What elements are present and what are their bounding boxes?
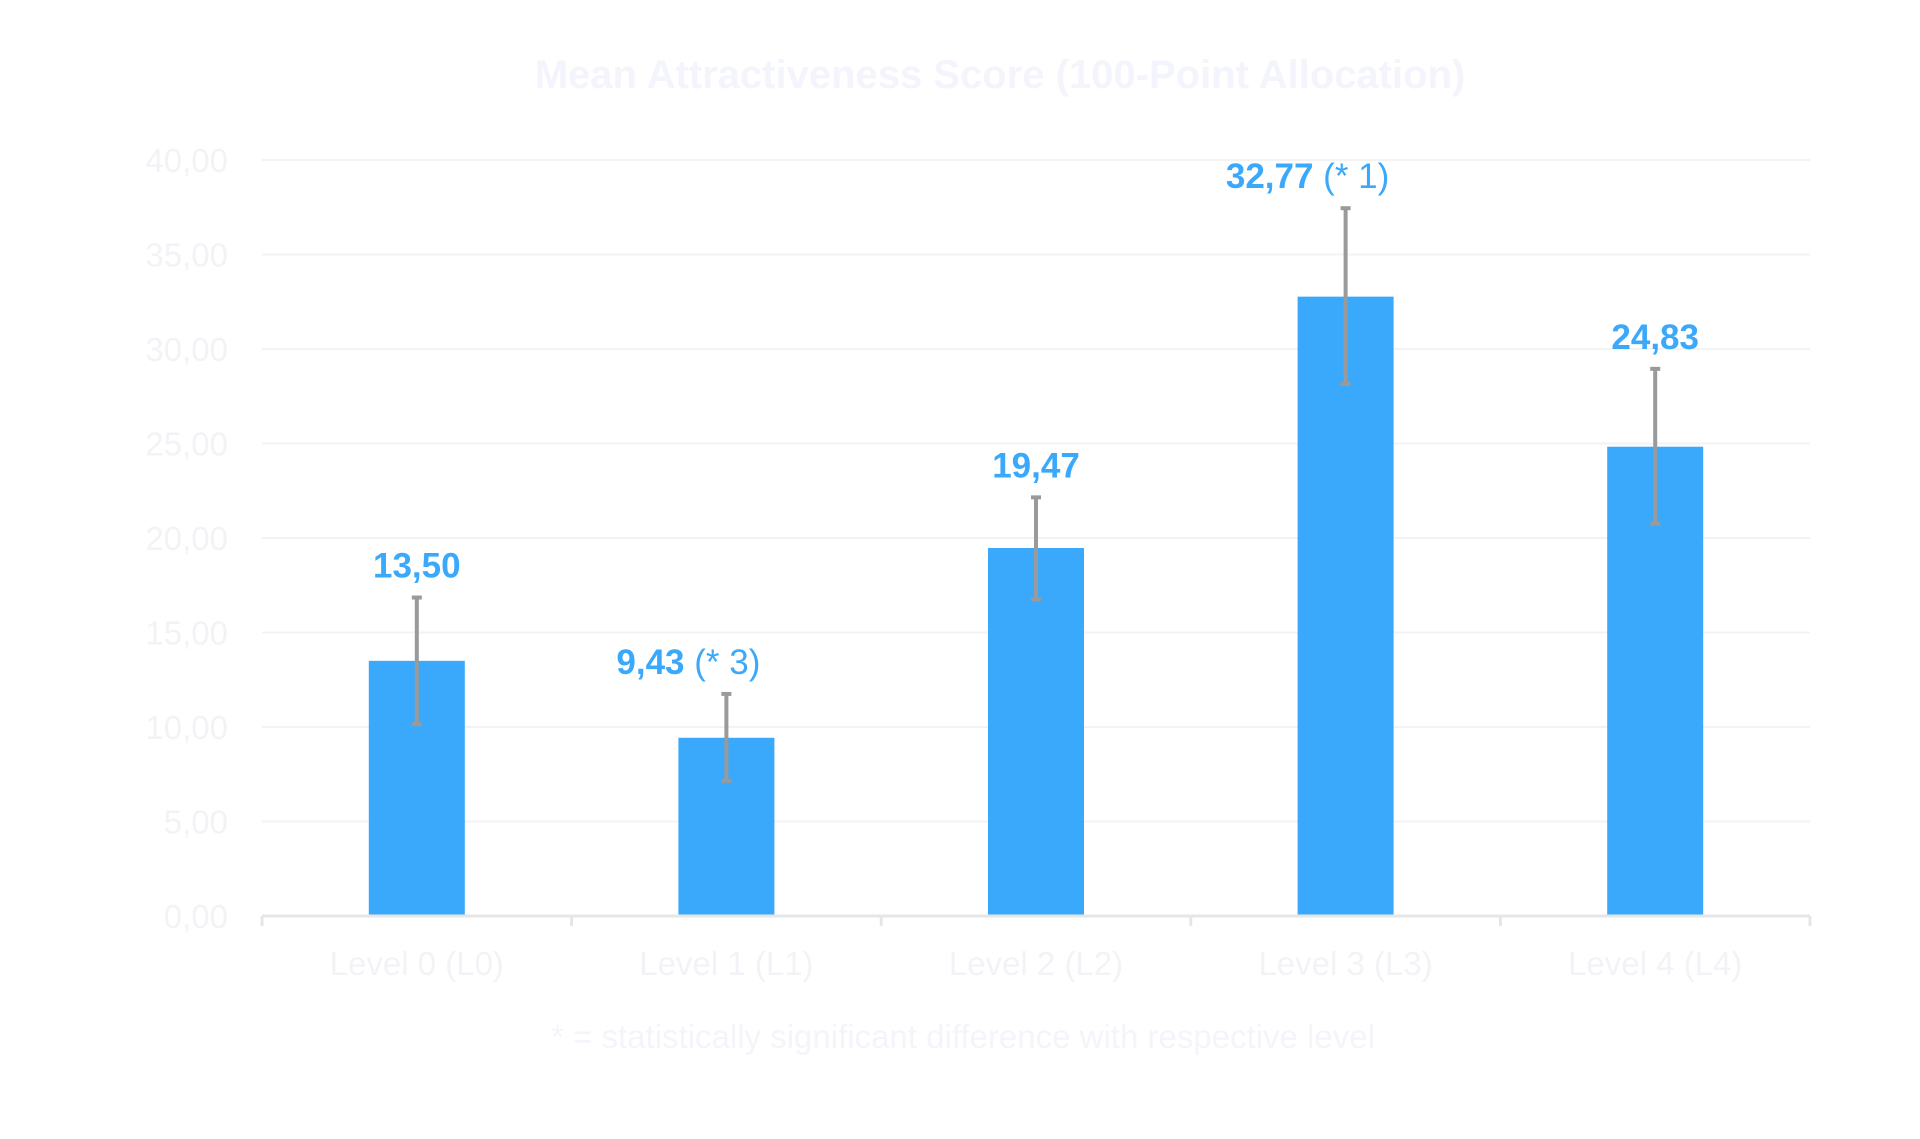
error-bars — [411, 206, 1661, 783]
x-category-label: Level 3 (L3) — [1258, 945, 1432, 982]
y-tick-label: 35,00 — [145, 237, 228, 274]
x-category-label: Level 4 (L4) — [1568, 945, 1742, 982]
y-tick-label: 5,00 — [164, 804, 228, 841]
error-bar — [1650, 366, 1661, 526]
chart-title: Mean Attractiveness Score (100-Point All… — [535, 53, 1466, 97]
error-bar — [411, 595, 422, 727]
x-category-label: Level 1 (L1) — [639, 945, 813, 982]
significance-label: (* 1) — [1313, 157, 1389, 196]
value-labels: 13,50 9,43 (* 3) 19,47 32,77 (* 1) 24,83 — [373, 157, 1699, 682]
y-tick-label: 25,00 — [145, 426, 228, 463]
data-label-value: 32,77 — [1226, 157, 1314, 196]
footnote: * = statistically significant difference… — [551, 1018, 1375, 1055]
x-category-label: Level 2 (L2) — [949, 945, 1123, 982]
data-label: 13,50 — [373, 547, 461, 586]
data-label: 24,83 — [1611, 318, 1699, 357]
data-label-value: 9,43 — [616, 643, 684, 682]
y-axis-ticks: 0,00 5,00 10,00 15,00 20,00 25,00 30,00 35,00 40… — [145, 142, 228, 935]
x-axis-labels: Level 0 (L0) Level 1 (L1) Level 2 (L2) Leve… — [330, 945, 1743, 982]
data-label: 19,47 — [992, 446, 1080, 485]
y-tick-label: 40,00 — [145, 142, 228, 179]
significance-label: (* 3) — [685, 643, 761, 682]
y-tick-label: 15,00 — [145, 615, 228, 652]
x-category-label: Level 0 (L0) — [330, 945, 504, 982]
data-label: 32,77 (* 1) — [1226, 157, 1389, 196]
data-label-value: 13,50 — [373, 547, 461, 586]
y-tick-label: 30,00 — [145, 331, 228, 368]
y-tick-label: 20,00 — [145, 520, 228, 557]
y-tick-label: 10,00 — [145, 709, 228, 746]
data-label: 9,43 (* 3) — [616, 643, 760, 682]
data-label-value: 19,47 — [992, 446, 1080, 485]
bar — [988, 548, 1084, 916]
bars — [368, 296, 1704, 917]
error-bar — [1031, 495, 1041, 602]
data-label-value: 24,83 — [1611, 318, 1699, 357]
y-tick-label: 0,00 — [164, 898, 228, 935]
bar — [1297, 296, 1394, 917]
error-bar — [1340, 206, 1351, 386]
x-axis — [260, 914, 1812, 926]
error-bar — [721, 691, 732, 783]
